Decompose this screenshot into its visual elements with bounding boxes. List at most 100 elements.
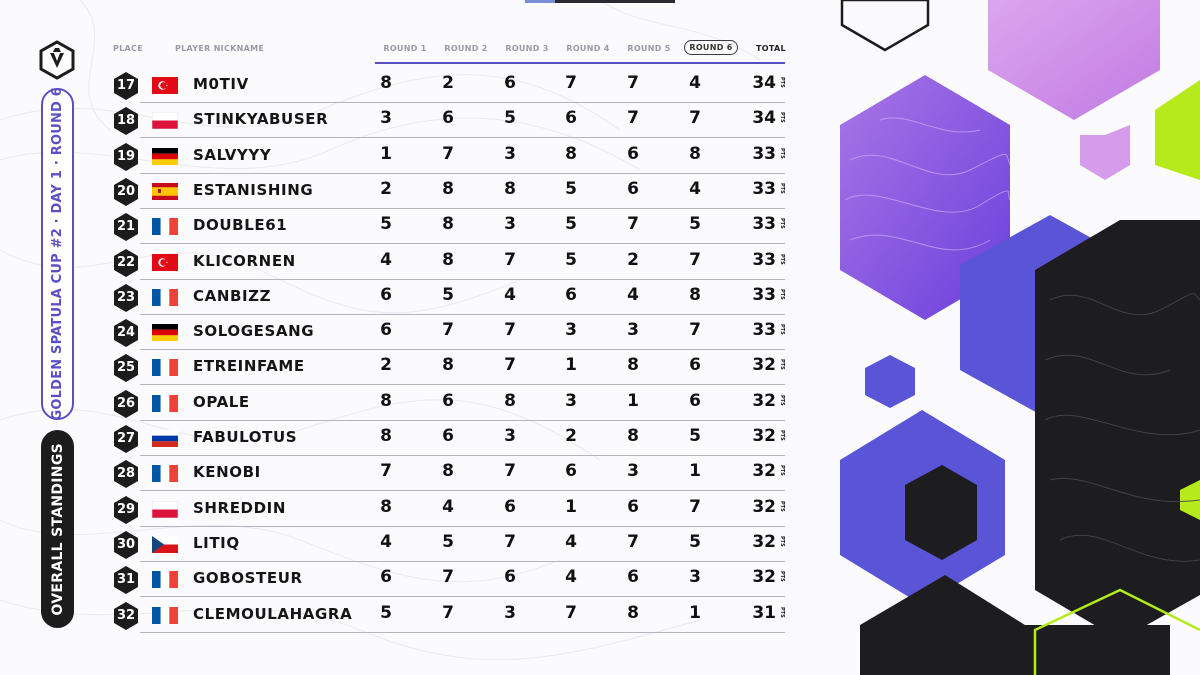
round-1-score: 4 (380, 531, 392, 552)
row-divider (140, 349, 785, 351)
round-3-score: 3 (504, 602, 516, 623)
header-round-5: ROUND 5 (627, 44, 671, 53)
spain-flag-icon (152, 182, 178, 200)
place-number: 30 (116, 536, 136, 552)
points-unit-label: PTS (779, 147, 785, 159)
points-unit-label: PTS (779, 182, 785, 194)
event-label-pill: GOLDEN SPATULA CUP #2 · DAY 1 · ROUND 6 (41, 87, 74, 421)
points-unit-label: PTS (779, 571, 785, 582)
france-flag-icon (152, 218, 178, 236)
round-5-score: 7 (627, 531, 639, 552)
place-hexagon-icon (114, 425, 138, 453)
poland-flag-icon (151, 111, 179, 130)
place-number: 27 (116, 431, 136, 446)
header-round-3: ROUND 3 (505, 44, 549, 53)
player-nickname: SOLOGESANG (193, 322, 315, 341)
round-6-score: 4 (689, 178, 701, 199)
place-hexagon-icon (114, 213, 138, 242)
round-2-score: 8 (442, 214, 454, 235)
round-4-score: 3 (565, 320, 577, 341)
round-2-score: 8 (442, 178, 454, 199)
table-row: 20 ESTANISHING 2 8 8 5 6 4 33 PTS (0, 173, 790, 209)
round-6-score: 5 (689, 214, 701, 235)
points-unit-label: PTS (779, 465, 785, 476)
place-hexagon-icon (114, 248, 138, 277)
place-number: 28 (116, 466, 136, 482)
round-6-score: 6 (689, 355, 701, 376)
header-round-2: ROUND 2 (444, 44, 488, 53)
row-divider (140, 596, 785, 598)
row-divider (140, 102, 785, 103)
place-number: 17 (116, 78, 136, 93)
points-unit-label: PTS (779, 535, 785, 547)
player-nickname: KLICORNEN (193, 251, 296, 270)
table-row: 17 M0TIV 8 2 6 7 7 4 34 PTS (0, 67, 790, 103)
round-5-score: 7 (627, 108, 639, 129)
total-points: 32 (752, 496, 776, 517)
round-2-score: 8 (442, 355, 454, 376)
place-hexagon-icon (114, 495, 138, 524)
top-tab-marker (525, 0, 675, 3)
round-5-score: 4 (627, 284, 639, 305)
round-6-score: 5 (689, 426, 701, 446)
total-points: 34 (752, 73, 776, 93)
round-6-score: 6 (689, 390, 701, 411)
total-points: 33 (752, 249, 776, 270)
player-nickname: CANBIZZ (193, 286, 272, 305)
place-number: 29 (116, 501, 136, 517)
round-3-score: 8 (504, 178, 516, 199)
round-6-score: 5 (689, 531, 701, 552)
round-1-score: 8 (380, 426, 392, 446)
header-underline (375, 62, 785, 64)
round-3-score: 6 (504, 73, 516, 93)
round-1-score: 2 (380, 355, 392, 376)
place-number: 21 (116, 219, 136, 235)
tournament-logo-icon (39, 40, 75, 80)
topographic-background (0, 0, 761, 661)
round-1-score: 7 (380, 461, 392, 482)
russia-flag-icon (152, 430, 178, 447)
place-number: 31 (116, 572, 136, 588)
player-nickname: FABULOTUS (193, 428, 298, 446)
place-number: 22 (116, 254, 136, 270)
round-1-score: 6 (380, 320, 392, 341)
round-5-score: 3 (627, 461, 639, 482)
round-1-score: 5 (380, 214, 392, 235)
row-divider (140, 419, 785, 421)
table-row: 19 SALVYYY 1 7 3 8 6 8 33 PTS (0, 138, 790, 174)
place-hexagon-icon (114, 530, 138, 559)
round-4-score: 6 (565, 284, 577, 305)
row-divider (140, 560, 785, 562)
round-2-score: 6 (442, 390, 454, 411)
total-points: 32 (752, 531, 776, 552)
round-6-score: 7 (689, 108, 701, 129)
round-2-score: 7 (442, 143, 454, 164)
france-flag-icon (152, 359, 178, 377)
table-row: 21 DOUBLE61 5 8 3 5 7 5 33 PTS (0, 208, 790, 245)
france-flag-icon (152, 465, 178, 483)
row-divider (140, 313, 785, 315)
place-number: 23 (116, 289, 136, 305)
round-5-score: 6 (627, 567, 639, 588)
place-hexagon-icon (114, 283, 138, 312)
standings-label-pill: OVERALL STANDINGS (41, 430, 74, 628)
round-2-score: 5 (442, 284, 454, 305)
round-6-score: 4 (689, 73, 701, 93)
round-4-score: 3 (565, 390, 577, 411)
round-2-score: 7 (442, 602, 454, 623)
round-5-score: 6 (627, 143, 639, 164)
player-nickname: KENOBI (193, 463, 261, 482)
round-4-score: 6 (565, 108, 577, 129)
france-flag-icon (152, 394, 178, 412)
place-hexagon-icon (114, 142, 138, 171)
round-4-score: 6 (565, 461, 577, 482)
header-round-4: ROUND 4 (566, 44, 610, 53)
round-1-score: 6 (380, 567, 392, 588)
row-divider (140, 278, 785, 280)
row-divider (140, 490, 785, 492)
place-hexagon-icon (114, 319, 138, 348)
czechia-flag-icon (152, 535, 178, 553)
hexagon-decoration (840, 0, 1200, 675)
row-divider (140, 137, 785, 139)
round-3-score: 7 (504, 320, 516, 341)
